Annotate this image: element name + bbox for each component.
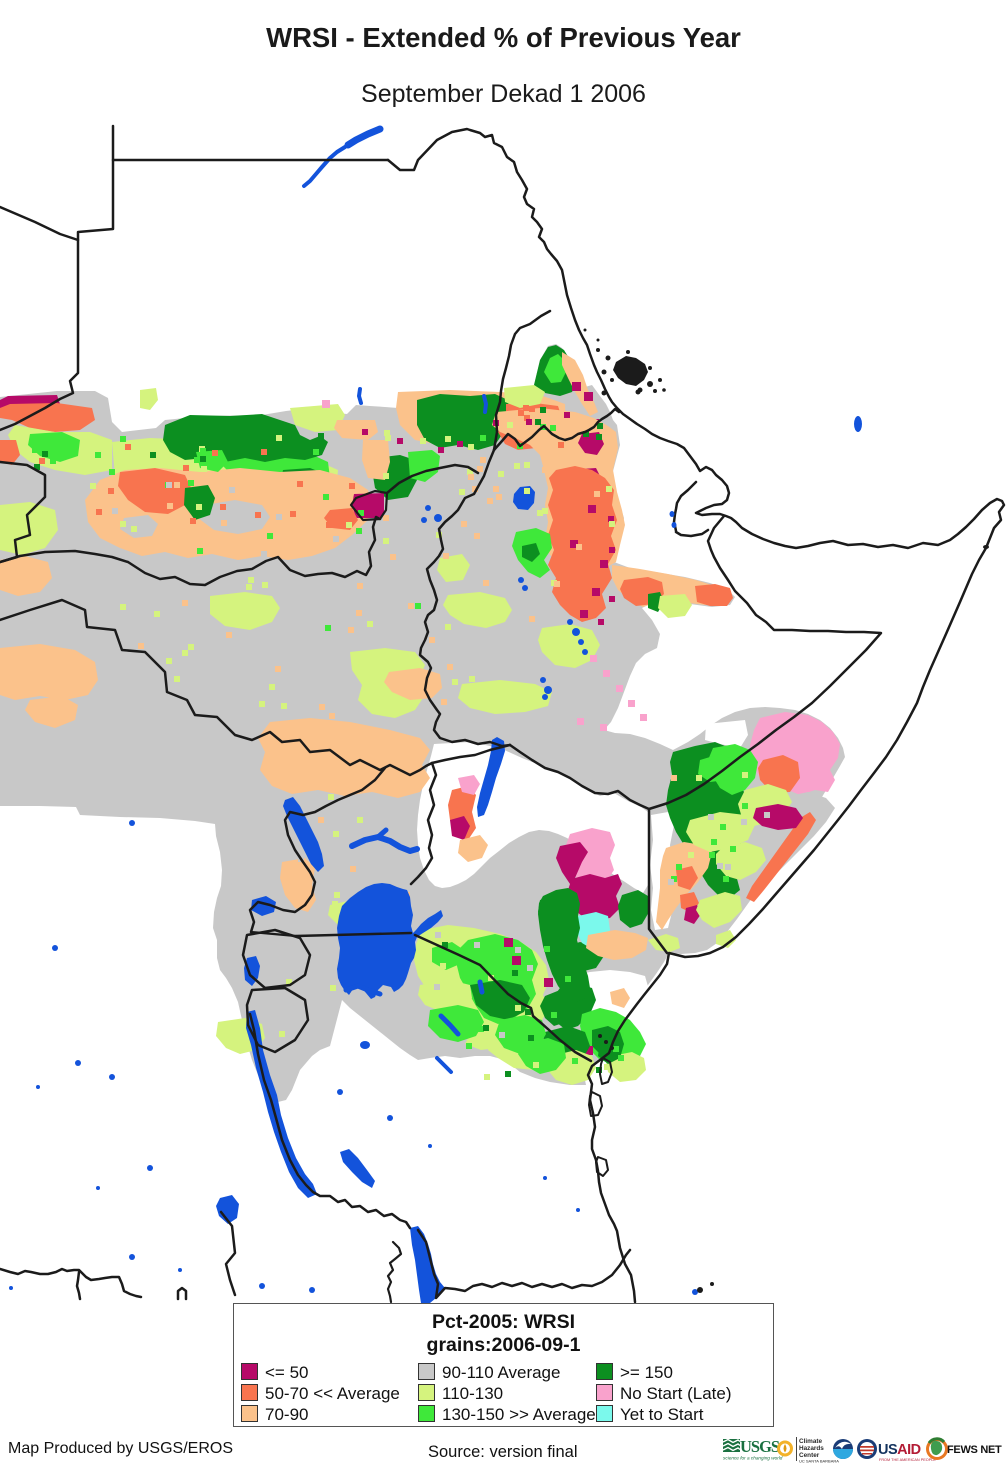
svg-text:UC SANTA BARBARA: UC SANTA BARBARA bbox=[799, 1459, 839, 1464]
svg-text:Hazards: Hazards bbox=[799, 1445, 824, 1452]
svg-text:FEWS NET: FEWS NET bbox=[947, 1444, 1002, 1456]
svg-text:USAID: USAID bbox=[878, 1442, 921, 1458]
svg-text:FROM THE AMERICAN PEOPLE: FROM THE AMERICAN PEOPLE bbox=[879, 1458, 936, 1462]
svg-text:Center: Center bbox=[799, 1452, 820, 1459]
svg-text:USGS: USGS bbox=[740, 1437, 780, 1456]
svg-text:science for a changing world: science for a changing world bbox=[723, 1456, 783, 1461]
svg-text:Climate: Climate bbox=[799, 1438, 823, 1445]
